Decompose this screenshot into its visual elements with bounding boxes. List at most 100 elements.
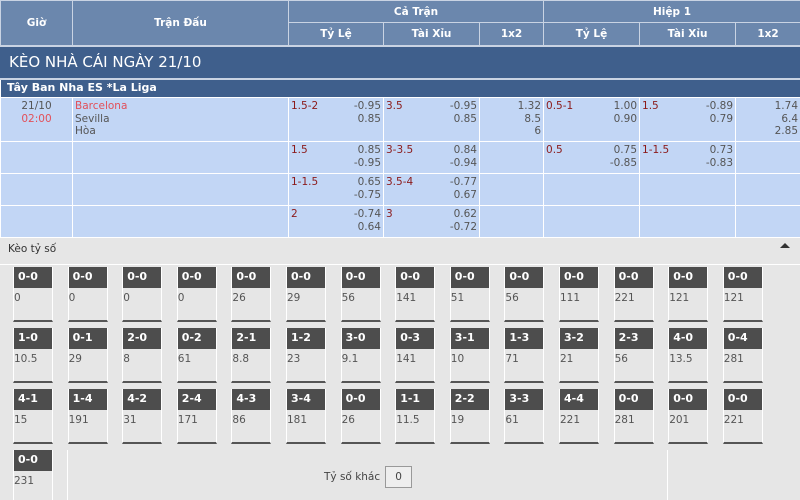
score-odd[interactable]: 61 <box>505 414 519 426</box>
score-odd[interactable]: 71 <box>505 353 519 365</box>
score-odd[interactable]: 0 <box>68 292 76 304</box>
h1-handicap-odd[interactable]: 0.90 <box>613 112 638 125</box>
h1-1x2-cell[interactable]: 1.74 6.4 2.85 <box>735 97 800 142</box>
score-odd[interactable]: 221 <box>560 414 581 426</box>
score-odd[interactable]: 281 <box>614 414 635 426</box>
score-odd[interactable]: 281 <box>723 353 744 365</box>
ft-over-under-odd[interactable]: 0.62 <box>453 208 477 220</box>
score-odd[interactable]: 121 <box>669 292 690 304</box>
h1-over-under-cell[interactable]: 1.5 -0.89 0.79 <box>639 97 737 142</box>
h1-handicap-odd[interactable]: 1.00 <box>613 100 638 112</box>
score-odd[interactable]: 8.8 <box>232 353 250 365</box>
other-score-value[interactable]: 0 <box>385 466 413 488</box>
ft-over-under-odd[interactable]: -0.94 <box>449 156 477 169</box>
home-team[interactable]: Barcelona <box>75 100 128 112</box>
score-odd[interactable]: 15 <box>14 414 28 426</box>
h1-over-under-odd[interactable]: 0.79 <box>709 112 734 125</box>
score-odd[interactable]: 111 <box>560 292 581 304</box>
score-odd[interactable]: 141 <box>396 292 417 304</box>
ft-1x2-cell[interactable]: 1.32 8.5 6 <box>478 97 545 142</box>
ft-handicap-cell[interactable]: 2 -0.74 0.64 <box>288 205 384 238</box>
score-odd[interactable]: 51 <box>450 292 465 304</box>
h1-handicap-odd[interactable]: 0.75 <box>613 144 638 156</box>
score-card[interactable]: 4-1 15 <box>13 389 53 444</box>
ft-over-under-odd[interactable]: -0.72 <box>449 220 477 233</box>
score-card[interactable]: 0-0 121 <box>722 267 763 322</box>
score-card[interactable]: 1-4 191 <box>67 389 108 444</box>
score-card[interactable]: 2-1 8.8 <box>231 328 272 383</box>
score-card[interactable]: 0-0 29 <box>286 267 326 322</box>
h1-handicap-cell[interactable]: 0.5 0.75 -0.85 <box>543 141 641 174</box>
h1-over-under-odd[interactable]: -0.89 <box>705 100 734 112</box>
score-card[interactable]: 0-0 0 <box>122 267 163 322</box>
score-odd[interactable]: 56 <box>341 292 355 304</box>
ft-handicap-odd[interactable]: -0.74 <box>353 208 381 220</box>
ft-handicap-odd[interactable]: -0.75 <box>353 188 381 201</box>
score-card[interactable]: 2-2 19 <box>449 389 490 444</box>
score-card[interactable]: 4-2 31 <box>122 389 163 444</box>
score-card[interactable]: 0-0 121 <box>668 267 709 322</box>
score-odd[interactable]: 0 <box>177 292 185 304</box>
score-card[interactable]: 1-0 10.5 <box>13 328 53 383</box>
score-odd[interactable]: 221 <box>614 292 635 304</box>
ft-handicap-odd[interactable]: 0.64 <box>357 220 381 233</box>
score-odd[interactable]: 21 <box>560 353 574 365</box>
score-card[interactable]: 4-3 86 <box>231 389 272 444</box>
h1-handicap-odd[interactable]: -0.85 <box>609 156 638 169</box>
score-card[interactable]: 0-0 51 <box>449 267 490 322</box>
score-odd[interactable]: 141 <box>396 353 417 365</box>
h1-over-under-odd[interactable]: 0.73 <box>709 144 734 156</box>
score-card[interactable]: 0-0 0 <box>67 267 108 322</box>
score-card[interactable]: 0-0 281 <box>613 389 654 444</box>
score-card[interactable]: 0-2 61 <box>176 328 217 383</box>
score-card[interactable]: 0-3 141 <box>395 328 436 383</box>
score-odd[interactable]: 0 <box>14 292 21 304</box>
score-odd[interactable]: 19 <box>450 414 465 426</box>
ft-over-under-cell[interactable]: 3.5 -0.95 0.85 <box>383 97 480 142</box>
ft-over-under-odd[interactable]: 0.85 <box>453 112 477 125</box>
score-odd[interactable]: 26 <box>232 292 246 304</box>
score-odd[interactable]: 26 <box>341 414 355 426</box>
ft-handicap-cell[interactable]: 1-1.5 0.65 -0.75 <box>288 173 384 206</box>
ft-handicap-odd[interactable]: -0.95 <box>353 100 381 112</box>
h1-over-under-odd[interactable]: -0.83 <box>705 156 734 169</box>
score-card[interactable]: 0-0 221 <box>613 267 654 322</box>
score-card[interactable]: 0-0 221 <box>722 389 763 444</box>
score-odd[interactable]: 9.1 <box>341 353 359 365</box>
ft-over-under-odd[interactable]: -0.77 <box>449 176 477 188</box>
h1-1x2-odd[interactable]: 2.85 <box>774 125 799 137</box>
score-card[interactable]: 2-4 171 <box>176 389 217 444</box>
score-odd[interactable]: 201 <box>669 414 690 426</box>
score-odd[interactable]: 231 <box>14 475 35 487</box>
ft-handicap-odd[interactable]: 0.85 <box>357 112 381 125</box>
score-card[interactable]: 4-4 221 <box>559 389 599 444</box>
h1-handicap-cell[interactable]: 0.5-1 1.00 0.90 <box>543 97 641 142</box>
score-odd[interactable]: 31 <box>123 414 137 426</box>
score-odd[interactable]: 171 <box>177 414 198 426</box>
score-card[interactable]: 0-1 29 <box>67 328 108 383</box>
ft-1x2-odd[interactable]: 6 <box>534 125 542 137</box>
score-card[interactable]: 3-3 61 <box>504 389 545 444</box>
ft-over-under-cell[interactable]: 3.5-4 -0.77 0.67 <box>383 173 480 206</box>
score-odd[interactable]: 29 <box>287 292 301 304</box>
score-odd[interactable]: 181 <box>287 414 308 426</box>
league-name[interactable]: Tây Ban Nha ES *La Liga <box>0 77 800 98</box>
score-card[interactable]: 0-0 0 <box>176 267 217 322</box>
away-team[interactable]: Sevilla <box>75 112 110 125</box>
ft-over-under-odd[interactable]: 0.84 <box>453 144 477 156</box>
score-card[interactable]: 1-2 23 <box>286 328 326 383</box>
score-odd[interactable]: 56 <box>614 353 628 365</box>
score-card[interactable]: 3-1 10 <box>449 328 490 383</box>
score-odd[interactable]: 29 <box>68 353 82 365</box>
score-card[interactable]: 0-0 56 <box>504 267 545 322</box>
ft-handicap-odd[interactable]: 0.85 <box>357 144 381 156</box>
score-card[interactable]: 3-4 181 <box>286 389 326 444</box>
ft-1x2-odd[interactable]: 1.32 <box>517 100 542 112</box>
ft-handicap-cell[interactable]: 1.5-2 -0.95 0.85 <box>288 97 384 142</box>
score-card[interactable]: 2-3 56 <box>613 328 654 383</box>
score-card[interactable]: 0-4 281 <box>722 328 763 383</box>
score-card[interactable]: 0-0 0 <box>13 267 53 322</box>
collapse-caret-icon[interactable] <box>780 243 790 248</box>
h1-1x2-odd[interactable]: 6.4 <box>781 112 799 125</box>
ft-handicap-odd[interactable]: 0.65 <box>357 176 381 188</box>
